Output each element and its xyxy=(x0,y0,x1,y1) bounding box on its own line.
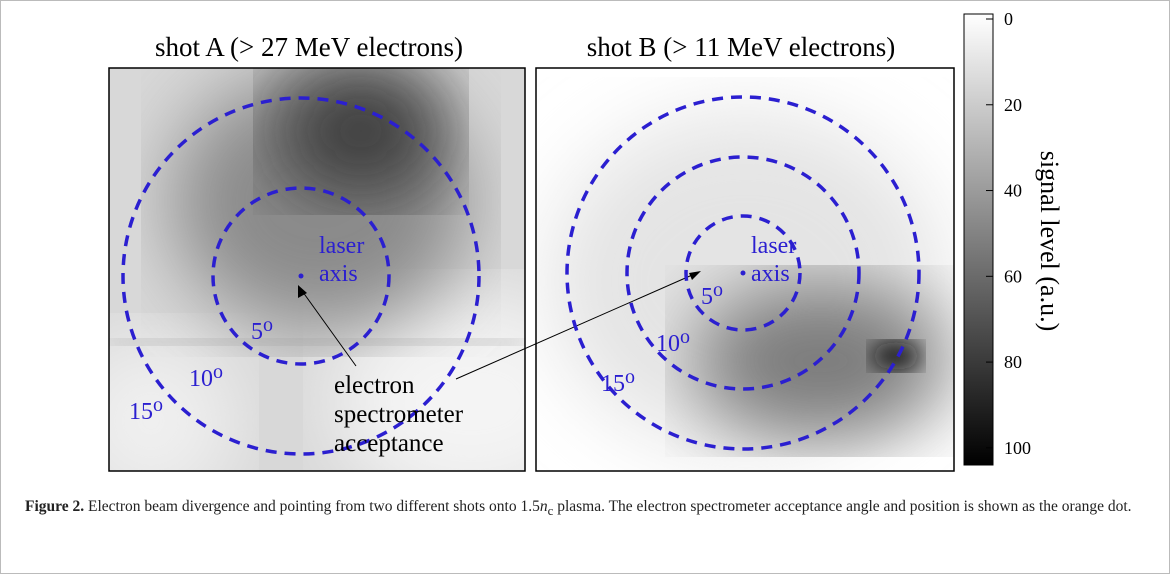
ring-value: 5 xyxy=(251,319,263,345)
ring-value: 10 xyxy=(189,366,213,392)
arrowhead xyxy=(689,271,701,280)
ring-label: 15o xyxy=(129,394,163,425)
caption-sub: c xyxy=(547,503,554,519)
caption-text: Electron beam divergence and pointing fr… xyxy=(88,498,540,515)
angle-ring xyxy=(625,155,861,391)
arrowhead xyxy=(298,285,307,298)
caption-text: plasma. The electron spectrometer accept… xyxy=(553,498,1132,515)
colorbar-tick-label: 20 xyxy=(1004,95,1022,115)
rings xyxy=(121,96,481,456)
angle-ring xyxy=(565,95,921,451)
image-a xyxy=(109,68,525,471)
ring-label: 10o xyxy=(656,326,690,357)
ring-unit: o xyxy=(713,279,723,301)
colorbar xyxy=(963,13,994,466)
panel-title: shot A (> 27 MeV electrons) xyxy=(155,32,463,62)
ring-label: 5o xyxy=(251,314,273,345)
angle-ring xyxy=(211,186,391,366)
angle-ring xyxy=(121,96,481,456)
colorbar-tick-label: 40 xyxy=(1004,181,1022,201)
laser-label: axis xyxy=(319,261,358,287)
ring-label: 5o xyxy=(701,279,723,310)
ring-unit: o xyxy=(680,326,690,348)
panel-title: shot B (> 11 MeV electrons) xyxy=(587,32,895,62)
laser-axis-dot xyxy=(740,270,746,276)
ring-value: 10 xyxy=(656,331,680,357)
acceptance-label: electron xyxy=(334,372,415,399)
arrow xyxy=(455,271,700,380)
ring-label: 15o xyxy=(601,366,635,397)
colorbar-tick-label: 60 xyxy=(1004,266,1022,286)
caption: Figure 2. Electron beam divergence and p… xyxy=(25,495,1135,522)
angle-ring xyxy=(684,214,802,332)
arrow xyxy=(299,287,357,367)
ring-unit: o xyxy=(263,314,273,336)
colorbar-tick-label: 80 xyxy=(1004,352,1022,372)
ring-value: 15 xyxy=(129,399,153,425)
ring-unit: o xyxy=(153,394,163,416)
acceptance-label: spectrometer xyxy=(334,401,464,428)
laser-label: laser xyxy=(751,233,796,259)
colorbar-tick-label: 100 xyxy=(1004,438,1031,458)
laser-label: axis xyxy=(751,261,790,287)
colorbar-tick-label: 0 xyxy=(1004,9,1013,29)
caption-var: n xyxy=(539,498,548,515)
colorbar-label: signal level (a.u.) xyxy=(1035,151,1064,332)
laser-label: laser xyxy=(319,233,364,259)
rings xyxy=(565,95,921,451)
acceptance-label: acceptance xyxy=(334,430,444,457)
ring-unit: o xyxy=(625,366,635,388)
ring-value: 5 xyxy=(701,284,713,310)
ring-value: 15 xyxy=(601,371,625,397)
ring-unit: o xyxy=(213,361,223,383)
caption-label: Figure 2. xyxy=(25,498,85,515)
ring-label: 10o xyxy=(189,361,223,392)
laser-axis-dot xyxy=(298,273,304,279)
figure-image: shot A (> 27 MeV electrons)laseraxis5o10… xyxy=(108,9,1064,472)
image-b xyxy=(536,68,954,471)
